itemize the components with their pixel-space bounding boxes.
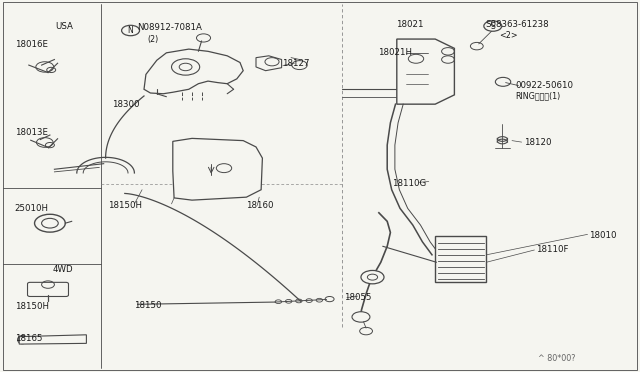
Circle shape xyxy=(352,312,370,322)
Text: 18165: 18165 xyxy=(15,334,42,343)
Text: 18160: 18160 xyxy=(246,201,274,210)
Text: ^ 80*00?: ^ 80*00? xyxy=(538,355,575,363)
FancyBboxPatch shape xyxy=(28,282,68,296)
Text: RINGリング(1): RINGリング(1) xyxy=(515,92,561,100)
Text: 00922-50610: 00922-50610 xyxy=(515,81,573,90)
Text: S: S xyxy=(490,22,495,31)
Polygon shape xyxy=(256,56,282,71)
Text: 18021: 18021 xyxy=(396,20,423,29)
Text: 18055: 18055 xyxy=(344,293,372,302)
Polygon shape xyxy=(19,335,86,344)
Text: 18016E: 18016E xyxy=(15,40,48,49)
Text: 4WD: 4WD xyxy=(53,265,74,274)
Text: 18300: 18300 xyxy=(112,100,140,109)
Text: <2>: <2> xyxy=(499,31,518,40)
Polygon shape xyxy=(173,138,262,200)
Circle shape xyxy=(361,270,384,284)
Text: 18127: 18127 xyxy=(282,59,309,68)
Text: 18021H: 18021H xyxy=(378,48,412,57)
Text: N: N xyxy=(128,26,133,35)
Polygon shape xyxy=(397,39,454,104)
Text: 25010H: 25010H xyxy=(15,204,49,213)
Text: 18150H: 18150H xyxy=(15,302,49,311)
Circle shape xyxy=(172,59,200,75)
Text: S08363-61238: S08363-61238 xyxy=(485,20,548,29)
Text: 18110F: 18110F xyxy=(536,246,569,254)
Text: 18010: 18010 xyxy=(589,231,616,240)
Polygon shape xyxy=(144,49,243,94)
Text: USA: USA xyxy=(56,22,74,31)
Text: 18150H: 18150H xyxy=(108,201,141,210)
Polygon shape xyxy=(435,236,486,282)
Text: 18013E: 18013E xyxy=(15,128,48,137)
Ellipse shape xyxy=(17,336,27,344)
Text: (2): (2) xyxy=(147,35,159,44)
Text: 18120: 18120 xyxy=(524,138,551,147)
Text: N08912-7081A: N08912-7081A xyxy=(138,23,202,32)
Text: 18110G: 18110G xyxy=(392,179,426,187)
Text: 18150: 18150 xyxy=(134,301,162,310)
